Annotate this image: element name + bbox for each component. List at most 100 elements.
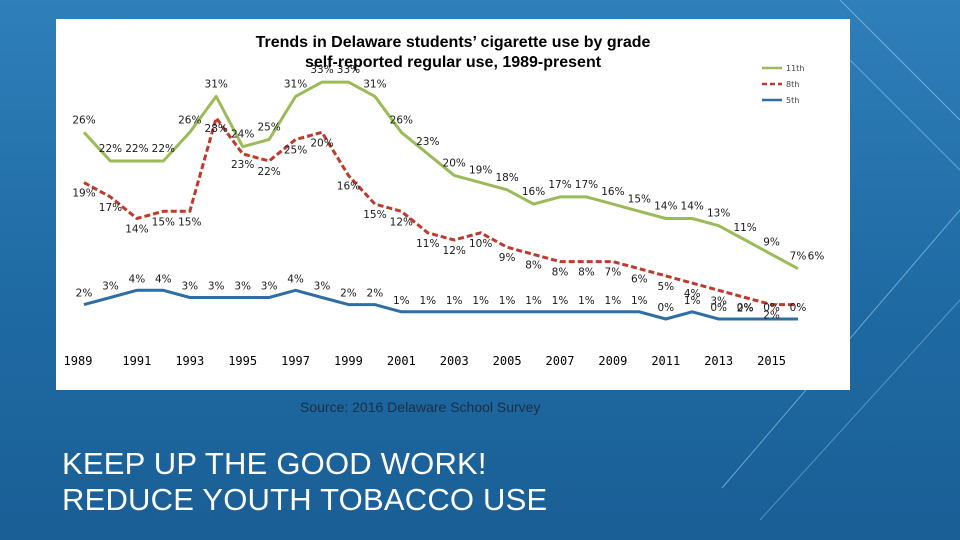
data-label-11th: 31% xyxy=(284,78,307,90)
data-label-11th: 24% xyxy=(231,129,254,141)
data-label-5th: 1% xyxy=(578,295,595,307)
data-label-5th: 1% xyxy=(419,295,436,307)
x-tick-label: 2015 xyxy=(757,354,786,368)
data-label-11th: 20% xyxy=(443,157,466,169)
data-label-8th: 15% xyxy=(363,209,386,221)
data-label-5th: 1% xyxy=(446,295,463,307)
x-tick-label: 2011 xyxy=(651,354,680,368)
data-label-11th: 16% xyxy=(601,186,624,198)
data-label-11th: 18% xyxy=(495,172,518,184)
data-label-5th: 3% xyxy=(261,280,278,292)
data-label-11th: 33% xyxy=(310,64,333,76)
data-label-5th: 4% xyxy=(155,273,172,285)
x-tick-label: 1989 xyxy=(64,354,93,368)
data-label-8th: 20% xyxy=(310,137,333,149)
data-label-8th: 14% xyxy=(125,223,148,235)
data-label-5th: 3% xyxy=(102,280,119,292)
data-label-8th: 8% xyxy=(578,267,595,279)
chart-title: Trends in Delaware students’ cigarette u… xyxy=(256,34,651,51)
x-tick-label: 1993 xyxy=(175,354,204,368)
data-label-11th: 22% xyxy=(152,143,175,155)
data-label-5th: 1% xyxy=(552,295,569,307)
data-label-11th: 31% xyxy=(205,78,228,90)
source-note: Source: 2016 Delaware School Survey xyxy=(300,399,541,415)
data-label-5th: 3% xyxy=(208,280,225,292)
data-label-5th: 1% xyxy=(631,295,648,307)
data-label-8th: 5% xyxy=(657,281,674,293)
series-line-8th xyxy=(83,116,798,307)
data-label-5th: 3% xyxy=(181,280,198,292)
data-label-8th: 7% xyxy=(605,267,622,279)
data-label-8th: 6% xyxy=(631,274,648,286)
data-label-8th: 15% xyxy=(152,216,175,228)
data-label-8th: 12% xyxy=(443,245,466,257)
data-label-8th: 12% xyxy=(390,216,413,228)
chart-panel: Trends in Delaware students’ cigarette u… xyxy=(56,19,850,390)
data-label-11th: 9% xyxy=(763,236,780,248)
data-label-8th: 8% xyxy=(552,267,569,279)
data-label-5th: 1% xyxy=(605,295,622,307)
data-label-11th: 15% xyxy=(628,193,651,205)
x-tick-label: 2001 xyxy=(387,354,416,368)
data-label-11th: 26% xyxy=(178,114,201,126)
legend-label-11th: 11th xyxy=(786,64,804,73)
x-tick-label: 1999 xyxy=(334,354,363,368)
data-label-8th: 2% xyxy=(763,310,780,322)
data-label-8th: 2% xyxy=(737,302,754,314)
data-label-11th: 22% xyxy=(125,143,148,155)
x-tick-label: 2003 xyxy=(440,354,469,368)
line-chart: Trends in Delaware students’ cigarette u… xyxy=(64,34,825,368)
data-label-5th: 3% xyxy=(314,280,331,292)
data-label-5th: 2% xyxy=(76,288,93,300)
data-label-5th: 1% xyxy=(684,295,701,307)
headline-line-2: REDUCE YOUTH TOBACCO USE xyxy=(62,482,548,517)
data-label-8th: 15% xyxy=(178,216,201,228)
data-label-11th: 11% xyxy=(733,222,756,234)
data-label-5th: 0% xyxy=(763,302,780,314)
data-label-11th: 25% xyxy=(257,122,280,134)
data-label-8th: 23% xyxy=(231,159,254,171)
x-tick-label: 2009 xyxy=(598,354,627,368)
data-label-5th: 1% xyxy=(472,295,489,307)
data-label-5th: 1% xyxy=(393,295,410,307)
data-label-11th: 23% xyxy=(416,136,439,148)
series-line-5th xyxy=(83,288,798,321)
data-label-11th: 13% xyxy=(707,208,730,220)
data-label-8th: 17% xyxy=(99,202,122,214)
data-label-5th: 0% xyxy=(657,302,674,314)
data-label-11th: 16% xyxy=(522,186,545,198)
data-label-5th: 0% xyxy=(790,302,807,314)
data-label-8th: 22% xyxy=(257,166,280,178)
data-label-5th: 1% xyxy=(525,295,542,307)
data-label-5th: 1% xyxy=(499,295,516,307)
headline: KEEP UP THE GOOD WORK! REDUCE YOUTH TOBA… xyxy=(62,446,622,518)
data-label-11th: 17% xyxy=(575,179,598,191)
chart-subtitle: self-reported regular use, 1989-present xyxy=(305,54,602,71)
data-label-8th: 16% xyxy=(337,180,360,192)
x-tick-label: 2005 xyxy=(493,354,522,368)
data-label-8th: 9% xyxy=(499,252,516,264)
x-tick-label: 2013 xyxy=(704,354,733,368)
series-line-11th xyxy=(82,80,799,271)
data-label-5th: 2% xyxy=(340,288,357,300)
data-label-8th: 3% xyxy=(710,295,727,307)
x-tick-label: 1997 xyxy=(281,354,310,368)
legend-label-8th: 8th xyxy=(786,80,799,89)
data-label-5th: 4% xyxy=(129,273,146,285)
data-label-11th: 31% xyxy=(363,78,386,90)
data-label-8th: 11% xyxy=(416,238,439,250)
x-tick-label: 2007 xyxy=(546,354,575,368)
x-tick-label: 1995 xyxy=(228,354,257,368)
data-label-8th: 10% xyxy=(469,238,492,250)
data-label-11th: 19% xyxy=(469,165,492,177)
headline-line-1: KEEP UP THE GOOD WORK! xyxy=(62,446,487,481)
legend-label-5th: 5th xyxy=(786,96,799,105)
data-label-11th: 7% xyxy=(790,251,807,263)
x-tick-label: 1991 xyxy=(122,354,151,368)
data-label-11th: 26% xyxy=(72,114,95,126)
data-label-11th: 33% xyxy=(337,64,360,76)
data-label-5th: 4% xyxy=(287,273,304,285)
data-label-11th: 22% xyxy=(99,143,122,155)
data-label-8th: 28% xyxy=(205,123,228,135)
